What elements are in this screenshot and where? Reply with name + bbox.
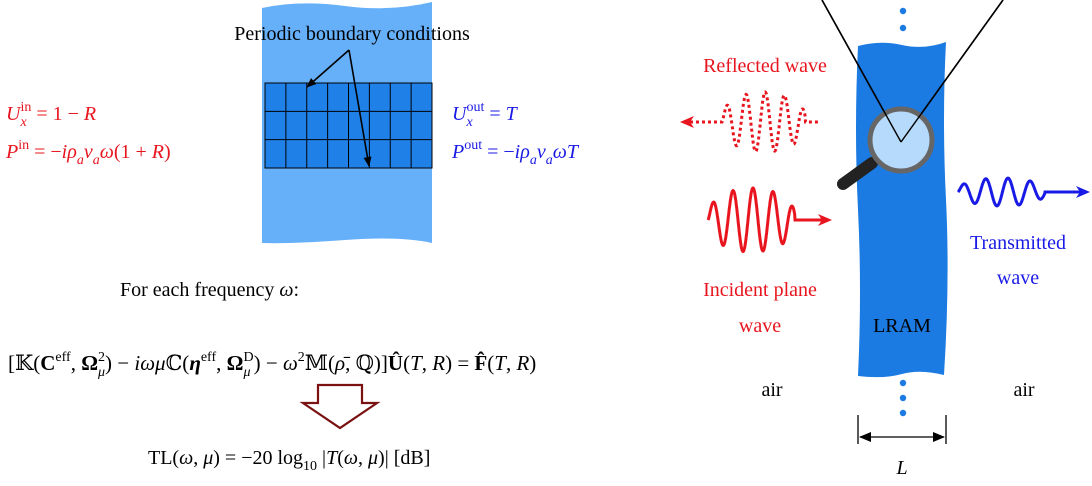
equation-part: = −: [482, 141, 515, 163]
equation-part: ω: [344, 447, 358, 469]
equation-part: x: [465, 115, 473, 130]
equation-part: R: [83, 103, 96, 125]
equation-part: μ: [242, 365, 250, 380]
equation-part: 𝕄(: [305, 351, 335, 375]
equation-part: η: [189, 351, 201, 375]
equation-part: iωμ: [134, 351, 165, 375]
equation-part: ,: [358, 447, 368, 469]
equation-part: )| [dB]: [378, 447, 430, 469]
equation-part: P: [451, 141, 464, 163]
equation-part: ℂ(: [166, 351, 190, 375]
air-label: air: [761, 379, 782, 401]
equation-part: ω: [179, 447, 193, 469]
equation-part: :: [294, 279, 300, 301]
tl-equation: TL(ω, μ) = −20 log10 |T(ω, μ)| [dB]: [148, 447, 430, 474]
transmitted-label: wave: [997, 267, 1039, 289]
equation-part: x: [19, 115, 27, 130]
incident-label: wave: [739, 315, 781, 337]
equation-part: iρ: [515, 141, 530, 163]
equation-part: 10: [303, 459, 317, 474]
lram-label: LRAM: [873, 315, 931, 337]
equation-part: eff: [201, 350, 217, 365]
equation-part: ω: [100, 141, 114, 163]
equation-part: = 1 −: [31, 103, 84, 125]
equation-part: , ℚ)]: [345, 351, 388, 375]
inlet-velocity: Uxin = 1 − R: [6, 100, 96, 130]
equation-part: ωT: [553, 141, 580, 163]
equation-part: |: [317, 447, 326, 469]
equation-part: ) −: [254, 351, 283, 375]
equation-part: out: [466, 100, 484, 115]
outlet-pressure: Pout = −iρavaωT: [451, 138, 580, 168]
equation-part: a: [93, 153, 100, 168]
equation-part: ) −: [105, 351, 134, 375]
equation-part: F̂: [474, 351, 487, 375]
equation-part: R: [431, 351, 445, 375]
equation-part: ,: [216, 351, 227, 375]
equation-part: ,: [193, 447, 203, 469]
equation-part: eff: [55, 350, 71, 365]
equation-part: R: [151, 141, 164, 163]
wave: [958, 178, 1080, 206]
equation-part: C: [40, 351, 55, 375]
system-equation: [𝕂(Ceff, Ωμ2) − iωμℂ(ηeff, ΩμD) − ω2𝕄(ρ̄…: [8, 350, 536, 380]
equation-part: = −: [29, 141, 62, 163]
down-arrow: [303, 385, 377, 428]
equation-part: ,: [422, 351, 433, 375]
equation-part: ,: [71, 351, 82, 375]
frequency-line: For each frequency ω:: [120, 279, 299, 301]
mesh-grid: [265, 83, 432, 168]
equation-part: μ: [97, 365, 105, 380]
equation-part: in: [20, 100, 31, 115]
diagram: Periodic boundary conditions Uxin = 1 − …: [0, 0, 1092, 486]
equation-part: Ω: [227, 351, 244, 375]
equation-part: Û: [388, 351, 403, 375]
page: { "left": { "periodic_label": "Periodic …: [0, 0, 1092, 486]
equation-part: [𝕂(: [8, 351, 40, 375]
equation-part: μ: [367, 447, 378, 469]
magnifier-lens: [870, 109, 932, 171]
equation-part: TL(: [148, 447, 179, 469]
inlet-pressure: Pin = −iρavaω(1 + R): [5, 138, 171, 168]
transmitted-label: Transmitted: [970, 232, 1066, 254]
equation-part: out: [464, 138, 482, 153]
equation-part: ): [529, 351, 536, 375]
equation-part: ω: [283, 351, 298, 375]
wave: [708, 188, 822, 252]
equation-part: (: [487, 351, 494, 375]
equation-part: in: [18, 138, 29, 153]
equation-part: 2: [298, 350, 305, 365]
length-label: L: [895, 457, 907, 479]
equation-part: v: [537, 141, 546, 163]
incident-label: Incident plane: [703, 279, 817, 301]
equation-part: Ω: [81, 351, 98, 375]
equation-part: ω: [279, 279, 293, 301]
wave: [690, 92, 818, 152]
equation-part: a: [546, 153, 553, 168]
equation-part: (1 +: [114, 141, 152, 163]
equation-part: v: [84, 141, 93, 163]
equation-part: μ: [202, 447, 213, 469]
equation-part: ) = −20 log: [213, 447, 303, 469]
equation-part: ,: [506, 351, 517, 375]
air-label: air: [1013, 379, 1034, 401]
equation-part: For each frequency: [120, 279, 279, 301]
outlet-velocity: Uxout = T: [452, 100, 519, 130]
equation-part: R: [515, 351, 529, 375]
equation-part: =: [484, 103, 505, 125]
equation-part: a: [77, 153, 84, 168]
equation-part: (: [403, 351, 410, 375]
equation-part: a: [530, 153, 537, 168]
equation-part: P: [5, 141, 18, 163]
equation-part: ): [164, 141, 171, 163]
equation-part: T: [506, 103, 519, 125]
equation-part: 2: [98, 350, 105, 365]
reflected-label: Reflected wave: [703, 55, 827, 77]
pbc-label: Periodic boundary conditions: [234, 23, 470, 45]
equation-part: ) =: [445, 351, 474, 375]
equation-part: D: [243, 350, 253, 365]
equation-part: iρ: [62, 141, 77, 163]
